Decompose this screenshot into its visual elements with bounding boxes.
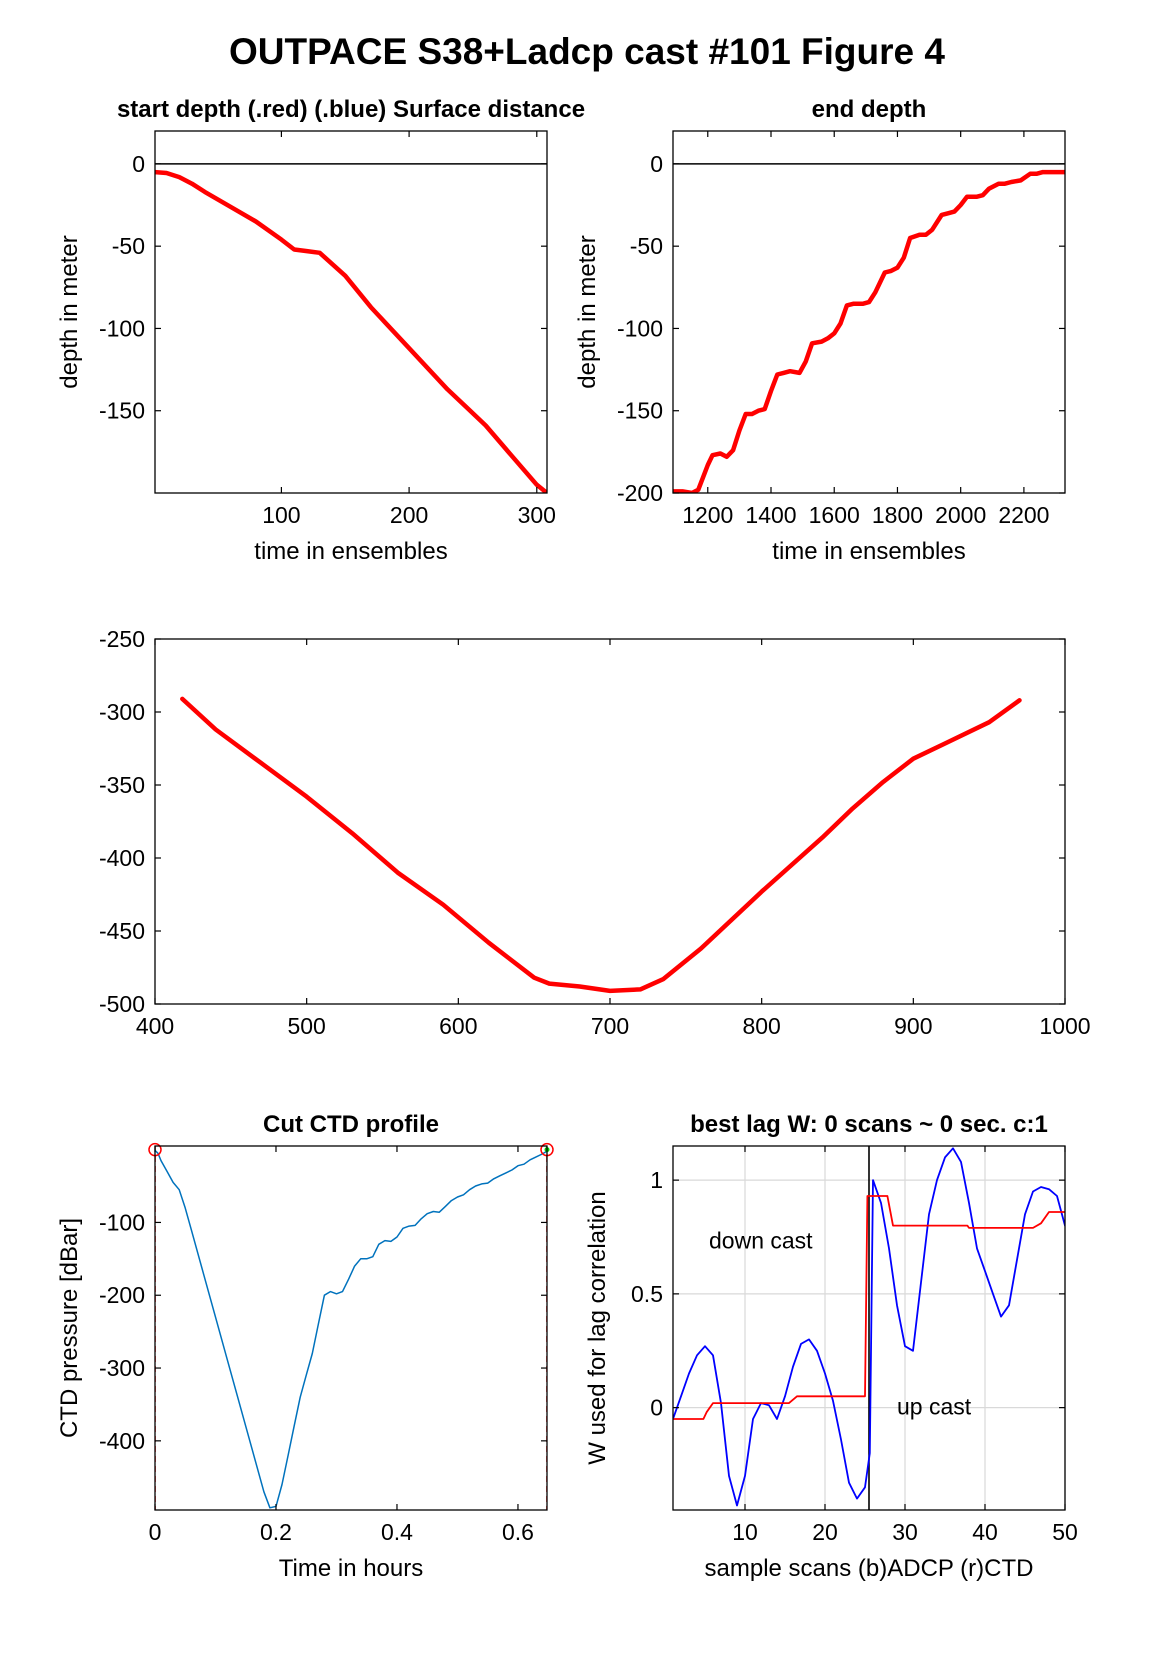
x-tick-label: 600 [439, 1013, 477, 1039]
chart-title: end depth [812, 96, 927, 123]
y-axis-label: CTD pressure [dBar] [56, 1218, 83, 1438]
y-tick-label: -400 [99, 845, 145, 871]
x-axis-label: sample scans (b)ADCP (r)CTD [705, 1555, 1034, 1582]
y-tick-label: -150 [617, 398, 663, 424]
y-tick-label: -50 [112, 233, 145, 259]
panel-best-lag: down cast up cast 10 20 30 40 50 0 0.5 1 best lag … [584, 1111, 1078, 1582]
plot-content [155, 1146, 547, 1510]
x-tick-label: 2000 [935, 502, 986, 528]
y-tick-label: 1 [650, 1167, 663, 1193]
y-tick-label: -100 [617, 315, 663, 341]
plot-area [155, 639, 1065, 1004]
annotation-text: up cast [897, 1393, 972, 1419]
x-tick-label: 0.6 [502, 1519, 534, 1545]
x-tick-label: 40 [972, 1519, 998, 1545]
panel-end-depth: 1200 1400 1600 1800 2000 2200 0 -50 -100 -150 -200… [574, 96, 1066, 565]
x-tick-label: 500 [287, 1013, 325, 1039]
x-tick-label: 100 [262, 502, 300, 528]
x-tick-label: 10 [732, 1519, 758, 1545]
axes-frame [154, 130, 548, 494]
y-axis-label: depth in meter [56, 235, 83, 388]
y-tick-label: -300 [99, 699, 145, 725]
x-tick-label: 1000 [1039, 1013, 1090, 1039]
y-tick-label: -150 [99, 398, 145, 424]
series-line-0 [155, 1149, 547, 1509]
plot-content [673, 163, 1065, 493]
x-axis-label: Time in hours [279, 1555, 424, 1582]
x-tick-label: 0 [149, 1519, 162, 1545]
y-tick-label: -100 [99, 1209, 145, 1235]
y-tick-label: -200 [617, 480, 663, 506]
x-tick-label: 200 [390, 502, 428, 528]
x-tick-label: 2200 [998, 502, 1049, 528]
y-tick-label: -350 [99, 772, 145, 798]
x-tick-label: 30 [892, 1519, 918, 1545]
plot-content [180, 696, 1022, 994]
x-tick-label: 1400 [745, 502, 796, 528]
x-tick-label: 300 [518, 502, 556, 528]
y-tick-label: -300 [99, 1355, 145, 1381]
series-line-adcp [673, 1147, 1065, 1507]
y-tick-label: -100 [99, 315, 145, 341]
panel-middle-depth: 400 500 600 700 800 900 1000 -250 -300 -350 -400 -4… [99, 626, 1091, 1039]
plot-area [155, 131, 547, 493]
y-tick-label: 0 [650, 151, 663, 177]
x-tick-label: 1200 [682, 502, 733, 528]
y-axis-label: W used for lag correlation [584, 1191, 611, 1464]
annotation-text: down cast [709, 1227, 813, 1253]
x-tick-label: 1600 [809, 502, 860, 528]
series-line-ctd [673, 1195, 1065, 1420]
x-tick-label: 0.4 [381, 1519, 413, 1545]
figure-title: OUTPACE S38+Ladcp cast #101 Figure 4 [229, 31, 945, 72]
chart-title: Cut CTD profile [263, 1111, 439, 1138]
y-tick-label: 0.5 [631, 1281, 663, 1307]
y-tick-label: -450 [99, 918, 145, 944]
y-tick-label: 0 [650, 1395, 663, 1421]
plot-content [673, 1146, 1065, 1510]
series-line-0 [673, 169, 1065, 493]
y-tick-label: -500 [99, 991, 145, 1017]
y-tick-label: -400 [99, 1428, 145, 1454]
x-tick-label: 50 [1052, 1519, 1078, 1545]
series-line-0 [155, 169, 547, 493]
chart-title: start depth (.red) (.blue) Surface dista… [117, 96, 585, 123]
x-tick-label: 0.2 [260, 1519, 292, 1545]
x-axis-label: time in ensembles [254, 538, 447, 565]
x-tick-label: 800 [742, 1013, 780, 1039]
plot-area [155, 1146, 547, 1510]
x-tick-label: 700 [591, 1013, 629, 1039]
x-tick-label: 900 [894, 1013, 932, 1039]
plot-content [155, 163, 547, 493]
chart-title: best lag W: 0 scans ~ 0 sec. c:1 [690, 1111, 1048, 1138]
series-line-0 [180, 696, 1022, 994]
y-tick-label: 0 [132, 151, 145, 177]
panel-start-depth: 100 200 300 0 -50 -100 -150 start depth (.red) … [56, 96, 585, 565]
x-tick-label: 1800 [872, 502, 923, 528]
y-tick-label: -250 [99, 626, 145, 652]
x-axis-label: time in ensembles [772, 538, 965, 565]
y-tick-label: -200 [99, 1282, 145, 1308]
axes-frame [154, 1145, 548, 1511]
y-tick-label: -50 [630, 233, 663, 259]
axes-frame [672, 130, 1066, 494]
x-tick-label: 20 [812, 1519, 838, 1545]
y-axis-label: depth in meter [574, 235, 601, 388]
axes-frame [672, 1145, 1066, 1511]
x-tick-label: 400 [136, 1013, 174, 1039]
panel-cut-ctd-profile: 0 0.2 0.4 0.6 -100 -200 -300 -400 Cut CTD profil… [56, 1111, 554, 1582]
